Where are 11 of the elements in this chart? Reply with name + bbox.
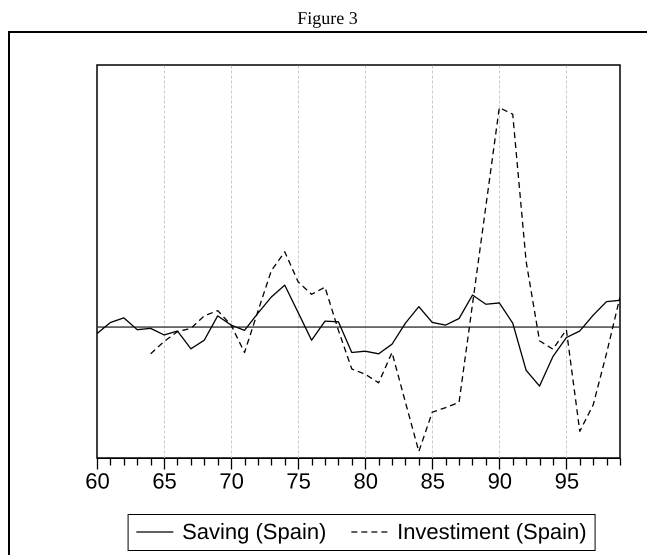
legend-label: Investiment (Spain) <box>397 519 587 544</box>
x-tick-label: 95 <box>554 468 580 494</box>
x-tick-label: 60 <box>85 468 110 494</box>
x-tick-label: 70 <box>219 468 244 494</box>
legend-label: Saving (Spain) <box>182 519 326 544</box>
chart-title: Figure 3 <box>297 8 358 28</box>
x-tick-label: 90 <box>488 468 512 494</box>
x-tick-label: 80 <box>353 468 378 494</box>
x-tick-label: 85 <box>420 468 445 494</box>
x-tick-label: 65 <box>152 468 177 494</box>
x-tick-label: 75 <box>286 468 311 494</box>
